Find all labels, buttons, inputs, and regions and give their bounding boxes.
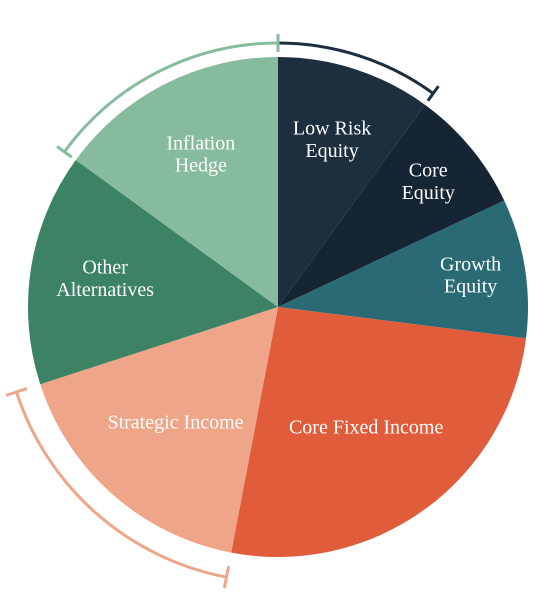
slice-label: GrowthEquity — [440, 253, 501, 297]
allocation-pie-chart: Low RiskEquityCoreEquityGrowthEquityCore… — [0, 0, 554, 592]
slice-label: InflationHedge — [166, 132, 235, 176]
slice-label: Strategic Income — [107, 411, 243, 433]
slice-label: CoreEquity — [402, 159, 455, 203]
slice-label: Core Fixed Income — [289, 416, 444, 438]
